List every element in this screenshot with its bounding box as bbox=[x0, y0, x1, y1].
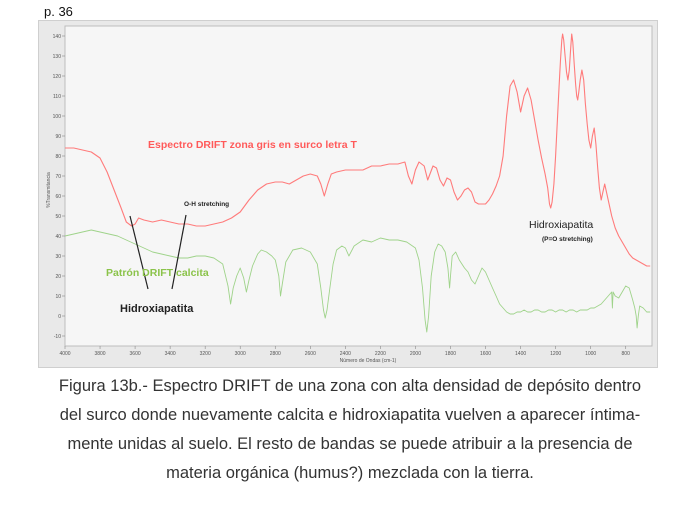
x-tick-label: 3400 bbox=[165, 351, 176, 357]
caption-line: materia orgánica (humus?) mezclada con l… bbox=[166, 464, 534, 482]
x-tick-label: 3600 bbox=[130, 351, 141, 357]
x-tick-label: 2200 bbox=[375, 351, 386, 357]
y-tick-label: 110 bbox=[53, 94, 61, 100]
y-tick-label: 70 bbox=[55, 174, 61, 180]
x-tick-label: 800 bbox=[622, 351, 631, 357]
annotation-hidroxiapatita-right: Hidroxiapatita bbox=[529, 219, 593, 231]
plot-area bbox=[64, 25, 653, 347]
y-tick-label: 130 bbox=[53, 54, 62, 60]
y-tick-label: 140 bbox=[53, 34, 62, 40]
y-tick-label: 0 bbox=[58, 314, 61, 320]
series-line-calcita bbox=[64, 229, 651, 333]
x-tick-label: 2800 bbox=[270, 351, 281, 357]
y-tick-label: 120 bbox=[53, 74, 62, 80]
x-tick-label: 2400 bbox=[340, 351, 351, 357]
x-tick-label: 4000 bbox=[59, 351, 70, 357]
y-tick-label: 60 bbox=[55, 194, 61, 200]
y-tick-label: 10 bbox=[55, 294, 61, 300]
x-axis: 4000 3800 3600 3400 3200 3000 2800 2600 2400 2200… bbox=[59, 346, 630, 357]
x-tick-label: 1200 bbox=[550, 351, 561, 357]
y-tick-label: -10 bbox=[54, 334, 61, 340]
y-tick-label: 90 bbox=[55, 134, 61, 140]
x-tick-label: 1000 bbox=[585, 351, 596, 357]
x-tick-label: 1600 bbox=[480, 351, 491, 357]
annotation-red-spectrum-label: Espectro DRIFT zona gris en surco letra … bbox=[148, 139, 357, 151]
annotation-po-stretching: (P=O stretching) bbox=[542, 236, 593, 243]
caption-line: del surco donde nuevamente calcita e hid… bbox=[59, 406, 641, 424]
annotation-oh-stretching: O-H stretching bbox=[184, 201, 229, 208]
y-axis-label: %Transmitancia bbox=[46, 172, 52, 208]
oh-pointer-line-2 bbox=[171, 214, 187, 290]
y-tick-label: 100 bbox=[53, 114, 62, 120]
page-number: p. 36 bbox=[44, 4, 73, 19]
annotation-hidroxiapatita-left: Hidroxiapatita bbox=[120, 303, 194, 315]
y-tick-label: 80 bbox=[55, 154, 61, 160]
series-line-drift-zona-gris bbox=[65, 33, 651, 267]
x-tick-label: 3800 bbox=[94, 351, 105, 357]
x-tick-label: 3000 bbox=[235, 351, 246, 357]
y-tick-label: 20 bbox=[55, 274, 61, 280]
annotation-green-calcite-label: Patrón DRIFT calcita bbox=[106, 267, 209, 279]
x-tick-label: 2600 bbox=[305, 351, 316, 357]
figure-caption: Figura 13b.- Espectro DRIFT de una zona … bbox=[30, 372, 670, 488]
caption-line: Figura 13b.- Espectro DRIFT de una zona … bbox=[58, 377, 642, 395]
y-tick-label: 40 bbox=[55, 234, 61, 240]
x-axis-label: Número de Ondas (cm-1) bbox=[340, 358, 397, 364]
x-tick-label: 1400 bbox=[515, 351, 526, 357]
y-tick-label: 50 bbox=[55, 214, 61, 220]
drift-spectrum-chart: 4000 3800 3600 3400 3200 3000 2800 2600 2400 2200… bbox=[46, 25, 653, 364]
y-tick-label: 30 bbox=[55, 254, 61, 260]
series-layer bbox=[64, 33, 651, 333]
x-tick-label: 3200 bbox=[200, 351, 211, 357]
x-tick-label: 2000 bbox=[410, 351, 421, 357]
caption-line: mente unidas al suelo. El resto de banda… bbox=[67, 435, 633, 453]
oh-pointer-line-1 bbox=[129, 215, 149, 290]
x-tick-label: 1800 bbox=[445, 351, 456, 357]
